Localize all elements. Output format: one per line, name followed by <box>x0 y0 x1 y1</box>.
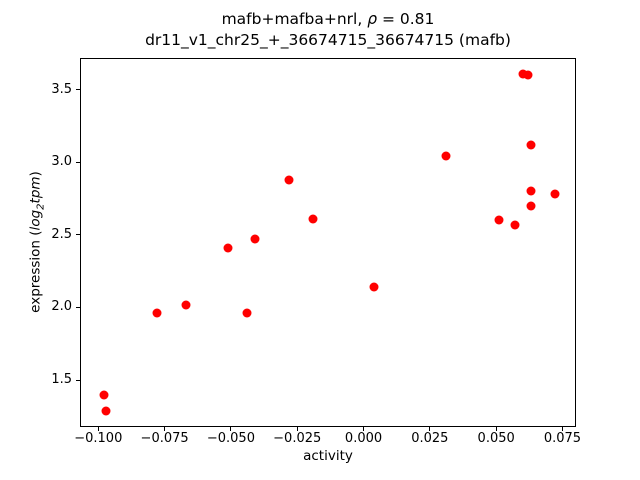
data-point <box>101 406 111 416</box>
data-point <box>250 234 260 244</box>
x-tick-label: −0.075 <box>140 431 189 446</box>
data-point <box>523 70 533 80</box>
x-tick-mark <box>561 427 563 431</box>
data-point <box>152 308 162 318</box>
chart-title-line2: dr11_v1_chr25_+_36674715_36674715 (mafb) <box>145 31 511 49</box>
ylabel-tpm: tpm <box>27 176 44 204</box>
x-tick-mark <box>429 427 431 431</box>
chart-title-line1: mafb+mafba+nrl, ρ = 0.81 <box>80 9 576 30</box>
data-point <box>526 186 536 196</box>
data-point <box>526 201 536 211</box>
data-point <box>518 69 528 79</box>
y-tick-label: 2.0 <box>51 299 72 315</box>
data-point <box>550 189 559 199</box>
x-tick-label: 0.075 <box>543 431 582 446</box>
y-tick-mark <box>76 161 80 163</box>
title-text-pre: mafb+mafba+nrl, <box>221 10 368 28</box>
x-tick-mark <box>164 427 166 431</box>
x-tick-label: −0.100 <box>74 431 123 446</box>
data-point <box>494 215 504 225</box>
data-point <box>308 214 318 224</box>
data-point <box>284 175 294 185</box>
data-point <box>99 390 109 400</box>
x-tick-mark <box>230 427 232 431</box>
y-tick-label: 3.0 <box>51 154 72 170</box>
y-tick-label: 3.5 <box>51 81 72 97</box>
x-tick-mark <box>495 427 497 431</box>
x-tick-label: −0.050 <box>206 431 255 446</box>
x-tick-label: 0.000 <box>344 431 383 446</box>
plot-area <box>80 58 576 427</box>
x-tick-label: −0.025 <box>273 431 322 446</box>
data-point <box>510 220 520 230</box>
x-tick-mark <box>296 427 298 431</box>
data-point <box>181 300 191 310</box>
data-point <box>223 243 233 253</box>
x-tick-mark <box>97 427 99 431</box>
x-tick-mark <box>363 427 365 431</box>
data-point <box>242 308 252 318</box>
y-tick-mark <box>76 306 80 308</box>
y-tick-label: 2.5 <box>51 226 72 242</box>
y-tick-mark <box>76 234 80 236</box>
x-tick-label: 0.050 <box>477 431 515 446</box>
y-tick-mark <box>76 89 80 91</box>
ylabel-post: ) <box>27 171 44 177</box>
chart-title: mafb+mafba+nrl, ρ = 0.81 dr11_v1_chr25_+… <box>80 9 576 51</box>
rho-symbol: ρ <box>367 10 378 28</box>
data-point <box>369 282 379 292</box>
y-tick-label: 1.5 <box>51 372 72 388</box>
ylabel-sub2: 2 <box>35 203 47 210</box>
title-text-post: = 0.81 <box>377 10 435 28</box>
x-tick-label: 0.025 <box>411 431 449 446</box>
y-tick-mark <box>76 379 80 381</box>
x-axis-label: activity <box>303 448 353 464</box>
data-point <box>441 151 451 161</box>
data-point <box>526 140 536 150</box>
